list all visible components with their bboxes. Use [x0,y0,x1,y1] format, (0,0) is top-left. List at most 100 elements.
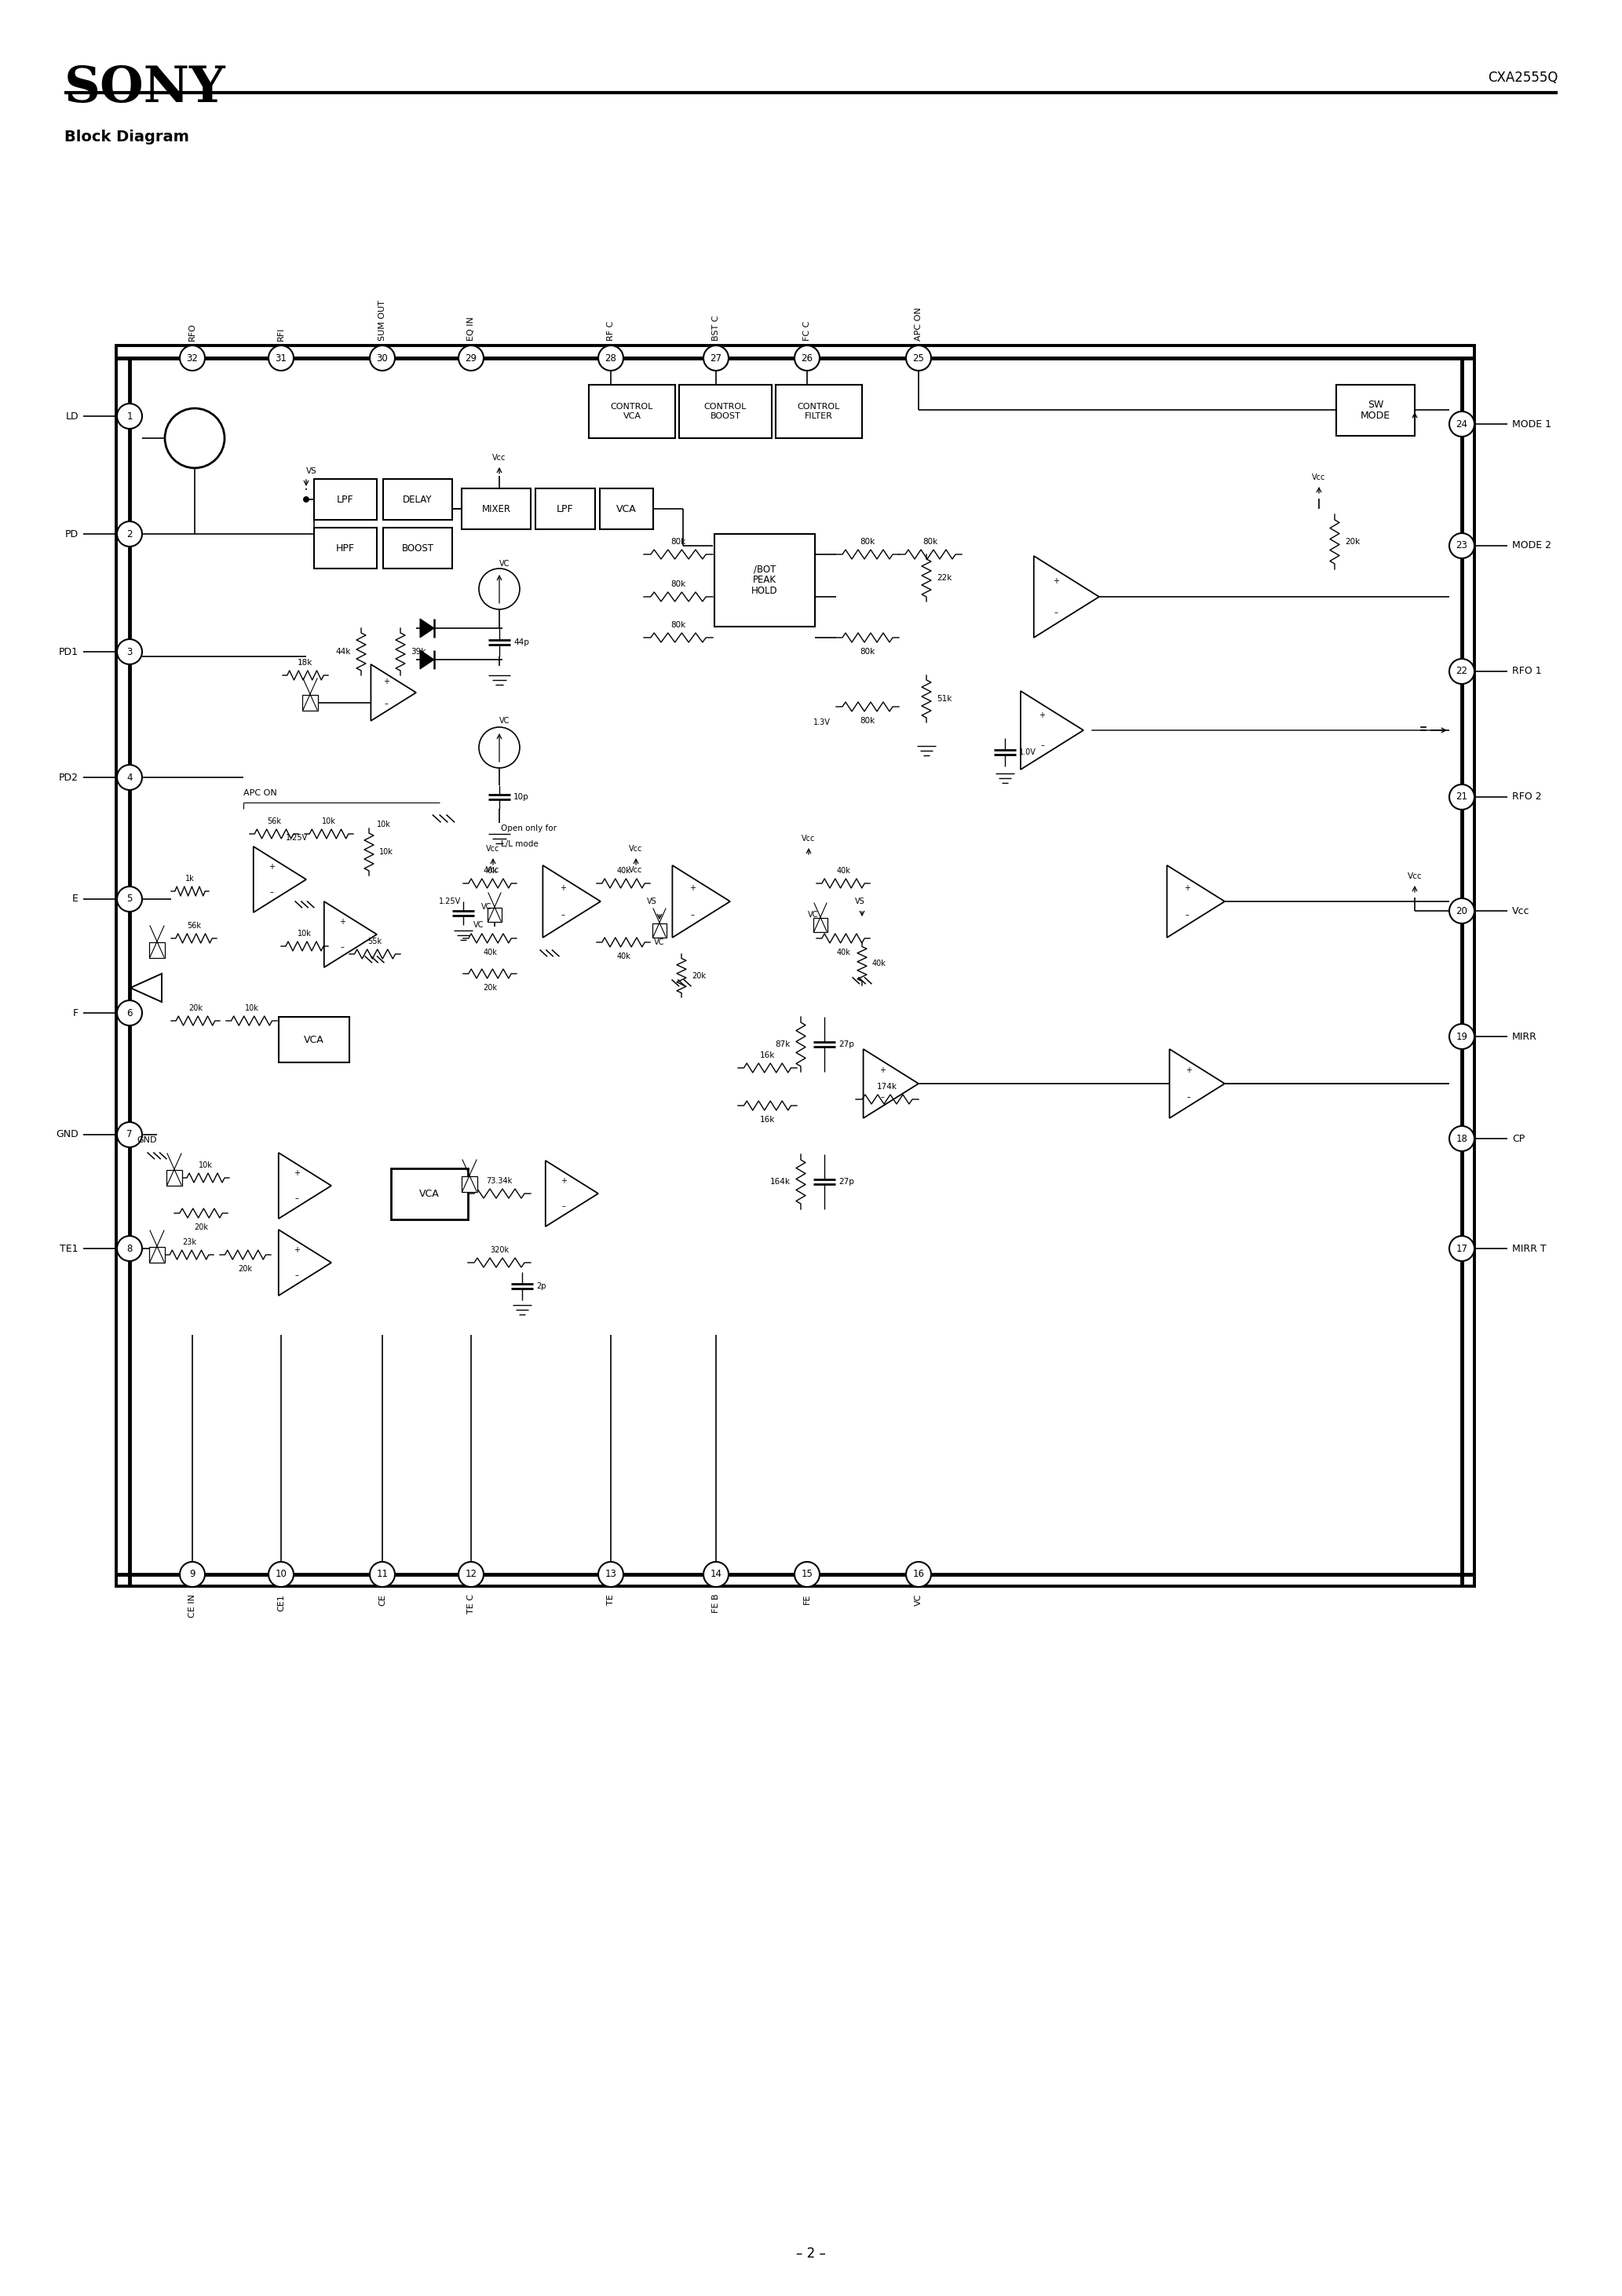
Text: 10: 10 [276,1568,287,1580]
Text: 174k: 174k [878,1084,897,1091]
Text: 40k: 40k [483,948,496,957]
Text: 87k: 87k [775,1040,790,1049]
Circle shape [370,1561,394,1587]
Text: VC: VC [500,716,509,726]
Circle shape [165,409,224,468]
Text: 80k: 80k [923,537,938,546]
Text: 39k: 39k [410,647,427,657]
Text: +: + [383,677,389,687]
Polygon shape [543,866,600,937]
Text: +: + [1053,576,1059,585]
Text: 320k: 320k [490,1247,509,1254]
Text: 23k: 23k [182,1238,196,1247]
Text: 16: 16 [913,1568,925,1580]
Text: 20k: 20k [691,971,706,980]
Text: MODE 2: MODE 2 [1512,540,1551,551]
Text: +: + [339,918,345,925]
Text: VC: VC [915,1593,923,1607]
Text: 13: 13 [605,1568,616,1580]
Text: RFI: RFI [277,326,285,340]
Text: –: – [1054,608,1058,615]
Text: APC ON: APC ON [243,790,277,797]
Text: FC C: FC C [803,321,811,340]
Bar [652,923,667,937]
Bar [383,480,453,519]
Text: 30: 30 [376,354,388,363]
Text: 23: 23 [1457,540,1468,551]
Text: Vcc: Vcc [487,866,500,875]
Text: 20k: 20k [1345,537,1359,546]
Text: 44p: 44p [514,638,529,645]
Text: 3: 3 [127,647,133,657]
Text: 27: 27 [710,354,722,363]
Circle shape [269,1561,294,1587]
Circle shape [117,886,143,912]
Text: /BOT: /BOT [754,565,775,574]
Text: VS: VS [855,898,865,905]
Text: 28: 28 [605,354,616,363]
Text: 80k: 80k [860,716,876,726]
Polygon shape [371,664,417,721]
Text: MIRR T: MIRR T [1512,1244,1546,1254]
Text: 56k: 56k [187,923,201,930]
Circle shape [459,344,483,370]
Text: Block Diagram: Block Diagram [65,131,190,145]
Text: RFO 1: RFO 1 [1512,666,1541,677]
Text: FILTER: FILTER [805,413,834,420]
Circle shape [599,344,623,370]
Circle shape [795,1561,819,1587]
Text: 1.25V: 1.25V [438,898,461,905]
Text: CONTROL: CONTROL [798,402,840,411]
Text: 15: 15 [801,1568,813,1580]
Text: 1.0V: 1.0V [1019,748,1036,755]
Text: –: – [341,944,344,951]
Circle shape [907,1561,931,1587]
Text: VCA: VCA [303,1035,324,1045]
Text: 10k: 10k [245,1003,258,1013]
Text: Vcc: Vcc [801,836,816,843]
Text: RFO 2: RFO 2 [1512,792,1541,801]
Text: 19: 19 [1457,1031,1468,1042]
Text: 20k: 20k [188,1003,203,1013]
Text: 73.34k: 73.34k [487,1178,513,1185]
Text: +: + [268,863,274,870]
Text: Vcc: Vcc [1312,473,1325,482]
Text: VC: VC [474,921,483,930]
Bar [813,918,827,932]
Bar [149,941,165,957]
Text: GND: GND [136,1137,157,1143]
Bar [535,489,595,530]
Circle shape [1450,659,1474,684]
Circle shape [704,344,728,370]
Text: –: – [295,1272,298,1279]
Text: 12: 12 [466,1568,477,1580]
Text: 2p: 2p [537,1281,547,1290]
Text: 11: 11 [376,1568,388,1580]
Text: RF C: RF C [607,321,615,340]
Text: 164k: 164k [770,1178,790,1185]
Text: 8: 8 [127,1244,133,1254]
Text: +: + [689,884,696,891]
Text: 21: 21 [1457,792,1468,801]
Text: –: – [881,1093,884,1100]
Text: +: + [561,1178,566,1185]
Circle shape [303,496,310,503]
Polygon shape [279,1153,331,1219]
Text: –: – [561,912,564,918]
Text: – 2 –: – 2 – [796,2245,826,2262]
Text: CXA2555Q: CXA2555Q [1487,71,1557,85]
Text: 20k: 20k [483,985,496,992]
Text: Open only for: Open only for [501,824,556,833]
Text: –: – [691,912,694,918]
Text: 10k: 10k [297,930,311,937]
Text: 80k: 80k [860,537,876,546]
Text: 1.25V: 1.25V [285,833,308,843]
Bar [117,344,1474,1587]
Text: 1.3V: 1.3V [814,719,830,726]
Circle shape [117,521,143,546]
Text: VS: VS [307,466,316,475]
Text: SONY: SONY [65,64,225,113]
Text: 4: 4 [127,771,133,783]
Text: Vcc: Vcc [629,866,642,875]
Bar [714,535,814,627]
